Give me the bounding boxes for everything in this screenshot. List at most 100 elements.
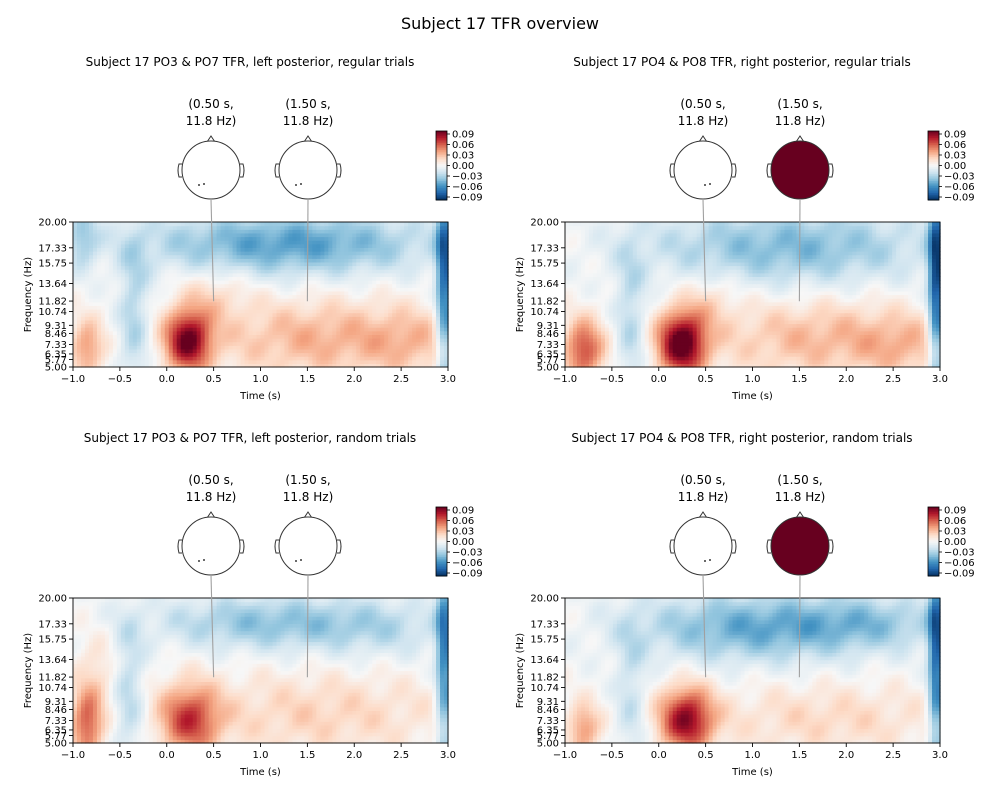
heatmap-cell	[148, 348, 154, 354]
heatmap-cell	[208, 222, 214, 227]
heatmap-cell	[884, 359, 889, 364]
heatmap-cell	[380, 272, 385, 277]
heatmap-cell	[164, 352, 170, 357]
heatmap-cell	[296, 236, 301, 241]
heatmap-cell	[292, 276, 297, 281]
heatmap-cell	[332, 222, 337, 227]
heatmap-cell	[892, 345, 897, 350]
heatmap-cell	[364, 247, 369, 252]
heatmap-cell	[208, 309, 214, 314]
heatmap-cell	[84, 225, 90, 230]
heatmap-cell	[432, 229, 437, 234]
heatmap-cell	[356, 247, 361, 252]
heatmap-cell	[780, 352, 786, 357]
heatmap-cell	[312, 338, 317, 343]
heatmap-cell	[720, 330, 726, 335]
heatmap-cell	[304, 247, 309, 252]
heatmap-cell	[348, 240, 353, 245]
heatmap-cell	[132, 236, 138, 241]
heatmap-cell	[188, 225, 194, 230]
heatmap-cell	[152, 254, 158, 259]
heatmap-cell	[96, 352, 102, 357]
heatmap-cell	[192, 240, 198, 245]
heatmap-cell	[216, 363, 222, 368]
heatmap-cell	[372, 352, 377, 357]
heatmap-cell	[144, 280, 150, 285]
heatmap-cell	[128, 309, 134, 314]
heatmap-cell	[268, 283, 274, 288]
heatmap-cell	[412, 261, 417, 267]
heatmap-cell	[444, 345, 449, 350]
heatmap-cell	[88, 319, 94, 325]
heatmap-cell	[664, 330, 670, 335]
heatmap-cell	[384, 222, 389, 227]
heatmap-cell	[136, 327, 142, 332]
heatmap-cell	[748, 359, 754, 364]
heatmap-cell	[316, 251, 321, 256]
heatmap-cell	[320, 225, 325, 230]
heatmap-cell	[276, 229, 282, 234]
heatmap-cell	[296, 272, 301, 277]
heatmap-cell	[220, 301, 226, 306]
heatmap-cell	[756, 356, 762, 361]
heatmap-cell	[344, 290, 349, 296]
heatmap-cell	[352, 265, 357, 270]
heatmap-cell	[612, 348, 618, 354]
heatmap-cell	[428, 247, 433, 252]
heatmap-cell	[432, 258, 437, 263]
heatmap-cell	[696, 323, 702, 328]
heatmap-cell	[244, 319, 250, 325]
heatmap-cell	[156, 309, 162, 314]
heatmap-cell	[244, 258, 250, 263]
heatmap-cell	[200, 258, 206, 263]
heatmap-cell	[280, 345, 286, 350]
heatmap-cell	[292, 272, 297, 277]
heatmap-cell	[576, 352, 582, 357]
heatmap-cell	[172, 330, 178, 335]
heatmap-cell	[324, 247, 329, 252]
heatmap-cell	[272, 348, 278, 354]
heatmap-cell	[628, 363, 634, 368]
heatmap-cell	[224, 265, 230, 270]
heatmap-cell	[736, 334, 742, 339]
heatmap-cell	[880, 334, 885, 339]
heatmap-cell	[308, 283, 313, 288]
heatmap-cell	[176, 254, 182, 259]
heatmap-cell	[224, 251, 230, 256]
heatmap-cell	[392, 269, 397, 274]
heatmap-cell	[324, 276, 329, 281]
heatmap-cell	[392, 334, 397, 339]
heatmap-cell	[416, 338, 421, 343]
heatmap-cell	[108, 254, 114, 259]
heatmap-cell	[420, 265, 425, 270]
heatmap-cell	[120, 338, 126, 343]
heatmap-cell	[380, 240, 385, 245]
heatmap-cell	[220, 265, 226, 270]
heatmap-cell	[208, 356, 214, 361]
heatmap-cell	[604, 341, 610, 346]
sensor-dot	[295, 184, 297, 186]
heatmap-cell	[100, 247, 106, 252]
heatmap-cell	[252, 280, 258, 285]
heatmap-cell	[372, 330, 377, 335]
heatmap-cell	[580, 348, 586, 354]
heatmap-cell	[336, 261, 341, 267]
heatmap-cell	[440, 301, 445, 306]
heatmap-cell	[764, 363, 770, 368]
heatmap-cell	[308, 254, 313, 259]
heatmap-cell	[204, 243, 210, 248]
heatmap-cell	[88, 348, 94, 354]
heatmap-cell	[892, 359, 897, 364]
heatmap-cell	[73, 229, 78, 234]
heatmap-cell	[312, 287, 317, 292]
heatmap-cell	[256, 345, 262, 350]
heatmap-cell	[88, 222, 94, 227]
heatmap-cell	[280, 298, 286, 303]
heatmap-cell	[360, 269, 365, 274]
heatmap-cell	[436, 240, 441, 245]
heatmap-cell	[188, 352, 194, 357]
heatmap-cell	[764, 345, 770, 350]
heatmap-cell	[164, 222, 170, 227]
heatmap-cell	[288, 298, 294, 303]
heatmap-cell	[140, 280, 146, 285]
